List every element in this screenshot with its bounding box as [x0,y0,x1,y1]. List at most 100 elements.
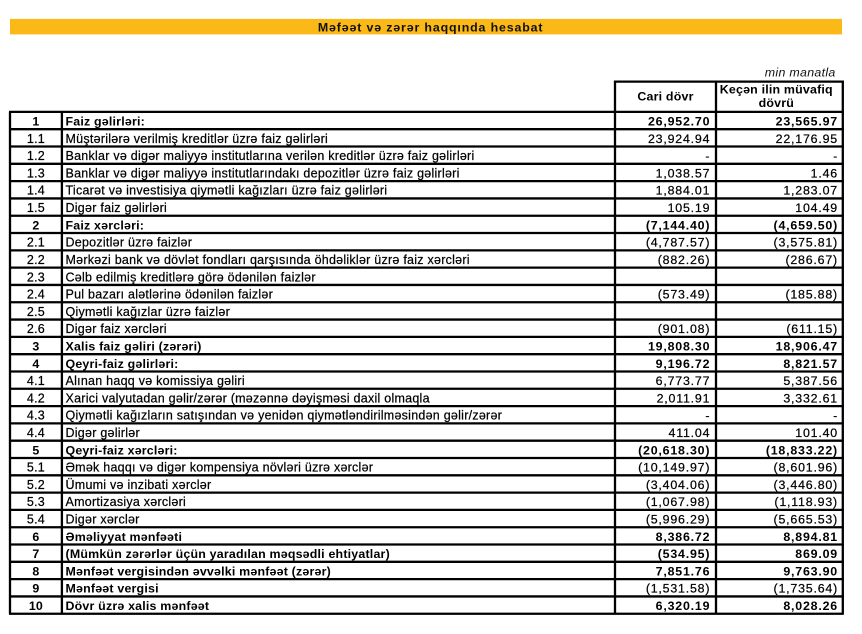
svg-text:5.3: 5.3 [27,495,45,509]
svg-text:Amortizasiya xərcləri: Amortizasiya xərcləri [66,495,187,509]
svg-text:(3,404.06): (3,404.06) [646,478,710,492]
svg-text:(20,618.30): (20,618.30) [638,443,710,457]
svg-text:5: 5 [32,443,39,457]
svg-text:Mənfəət vergisi: Mənfəət vergisi [66,582,159,596]
svg-text:9,763.90: 9,763.90 [783,564,838,578]
svg-text:2.5: 2.5 [27,305,45,319]
svg-text:9: 9 [32,582,39,596]
svg-text:Xalis faiz gəliri (zərəri): Xalis faiz gəliri (zərəri) [66,339,202,353]
svg-text:Müştərilərə verilmiş kreditlər: Müştərilərə verilmiş kreditlər üzrə faiz… [66,132,329,146]
svg-text:(5,996.29): (5,996.29) [646,513,710,527]
svg-text:2: 2 [32,218,39,232]
svg-text:6: 6 [32,530,39,544]
svg-text:-: - [833,149,838,163]
svg-text:(1,735.64): (1,735.64) [774,582,838,596]
svg-text:5.1: 5.1 [27,461,45,475]
svg-text:1.46: 1.46 [811,166,838,180]
svg-text:1.2: 1.2 [27,149,45,163]
svg-text:Alınan haqq və komissiya gəlir: Alınan haqq və komissiya gəliri [66,374,245,388]
svg-text:(1,067.98): (1,067.98) [646,495,710,509]
svg-text:Cəlb edilmiş kreditlərə görə ö: Cəlb edilmiş kreditlərə görə ödənilən fa… [66,270,316,284]
svg-text:2.4: 2.4 [27,288,45,302]
svg-text:(573.49): (573.49) [658,288,711,302]
svg-text:1,884.01: 1,884.01 [656,184,711,198]
svg-text:23,565.97: 23,565.97 [776,115,838,129]
svg-text:8,894.81: 8,894.81 [783,530,838,544]
svg-text:3,332.61: 3,332.61 [783,391,838,405]
svg-text:4.1: 4.1 [27,374,45,388]
svg-text:Faiz gəlirləri:: Faiz gəlirləri: [66,115,145,129]
svg-text:2.3: 2.3 [27,270,45,284]
svg-text:(7,144.40): (7,144.40) [646,218,710,232]
svg-text:2.2: 2.2 [27,253,45,267]
svg-text:Mərkəzi bank və dövlət fondlar: Mərkəzi bank və dövlət fondları qarşısın… [66,253,470,267]
svg-text:(5,665.53): (5,665.53) [774,513,838,527]
svg-text:1.4: 1.4 [27,184,45,198]
svg-text:411.04: 411.04 [669,426,711,440]
svg-text:Digər xərclər: Digər xərclər [66,513,140,527]
svg-text:Digər faiz xərcləri: Digər faiz xərcləri [66,322,167,336]
svg-text:1.1: 1.1 [27,132,45,146]
svg-text:(901.08): (901.08) [658,322,711,336]
svg-text:(1,118.93): (1,118.93) [774,495,838,509]
svg-text:19,808.30: 19,808.30 [648,339,710,353]
svg-text:5,387.56: 5,387.56 [783,374,838,388]
svg-text:2,011.91: 2,011.91 [657,391,711,405]
svg-text:105.19: 105.19 [668,201,711,215]
svg-text:dövrü: dövrü [759,96,794,110]
svg-text:(286.67): (286.67) [785,253,838,267]
svg-text:Ümumi və inzibati xərclər: Ümumi və inzibati xərclər [66,478,212,492]
svg-text:4.3: 4.3 [27,409,45,423]
svg-text:Qiymətli kağızlar üzrə faizlər: Qiymətli kağızlar üzrə faizlər [66,305,231,319]
svg-text:(611.15): (611.15) [786,322,838,336]
svg-text:1,283.07: 1,283.07 [783,184,838,198]
svg-text:4.2: 4.2 [27,391,45,405]
svg-text:8,028.26: 8,028.26 [783,599,838,613]
svg-text:(18,833.22): (18,833.22) [766,443,838,457]
svg-text:Keçən ilin müvafiq: Keçən ilin müvafiq [720,83,833,97]
svg-text:5.4: 5.4 [27,513,45,527]
svg-text:(Mümkün zərərlər üçün yaradıla: (Mümkün zərərlər üçün yaradılan məqsədli… [66,547,390,561]
svg-text:Xarici valyutadan gəlir/zərər: Xarici valyutadan gəlir/zərər (məzənnə d… [66,391,430,405]
svg-text:8: 8 [32,564,39,578]
svg-text:Depozitlər üzrə faizlər: Depozitlər üzrə faizlər [66,236,193,250]
svg-text:Digər faiz gəlirləri: Digər faiz gəlirləri [66,201,168,215]
svg-text:(4,659.50): (4,659.50) [774,218,838,232]
svg-text:23,924.94: 23,924.94 [648,132,710,146]
svg-text:-: - [705,149,710,163]
svg-text:Qeyri-faiz gəlirləri:: Qeyri-faiz gəlirləri: [66,357,179,371]
svg-text:Əmək haqqı və digər kompensiya: Əmək haqqı və digər kompensiya növləri ü… [66,461,374,475]
svg-text:1,038.57: 1,038.57 [656,166,711,180]
svg-text:8,386.72: 8,386.72 [656,530,711,544]
svg-text:(8,601.96): (8,601.96) [774,461,838,475]
svg-text:(882.26): (882.26) [658,253,711,267]
svg-text:18,906.47: 18,906.47 [776,339,838,353]
svg-text:6,773.77: 6,773.77 [656,374,711,388]
svg-text:2.1: 2.1 [27,236,45,250]
svg-text:1.3: 1.3 [27,166,45,180]
svg-text:(10,149.97): (10,149.97) [638,461,710,475]
svg-text:Banklar və digər maliyyə insti: Banklar və digər maliyyə institutlarına … [66,149,475,163]
svg-text:(185.88): (185.88) [785,288,838,302]
svg-text:-: - [833,409,838,423]
svg-text:Banklar və digər maliyyə insti: Banklar və digər maliyyə institutlarında… [66,166,460,180]
svg-text:26,952.70: 26,952.70 [648,115,710,129]
svg-text:4: 4 [32,357,39,371]
svg-text:Dövr üzrə xalis mənfəət: Dövr üzrə xalis mənfəət [66,599,210,613]
svg-text:(3,575.81): (3,575.81) [774,236,838,250]
svg-text:2.6: 2.6 [27,322,45,336]
svg-text:Əməliyyat mənfəəti: Əməliyyat mənfəəti [66,530,183,544]
svg-text:101.40: 101.40 [795,426,838,440]
svg-text:(1,531.58): (1,531.58) [646,582,710,596]
svg-text:7,851.76: 7,851.76 [656,564,711,578]
svg-text:(3,446.80): (3,446.80) [774,478,838,492]
svg-text:4.4: 4.4 [27,426,45,440]
svg-text:(4,787.57): (4,787.57) [646,236,710,250]
svg-text:Pul bazarı alətlərinə ödənilən: Pul bazarı alətlərinə ödənilən faizlər [66,288,274,302]
svg-text:7: 7 [32,547,39,561]
svg-text:3: 3 [32,339,39,353]
svg-text:Cari dövr: Cari dövr [637,90,693,104]
svg-text:(534.95): (534.95) [658,547,711,561]
svg-text:1: 1 [32,115,39,129]
svg-text:-: - [705,409,710,423]
